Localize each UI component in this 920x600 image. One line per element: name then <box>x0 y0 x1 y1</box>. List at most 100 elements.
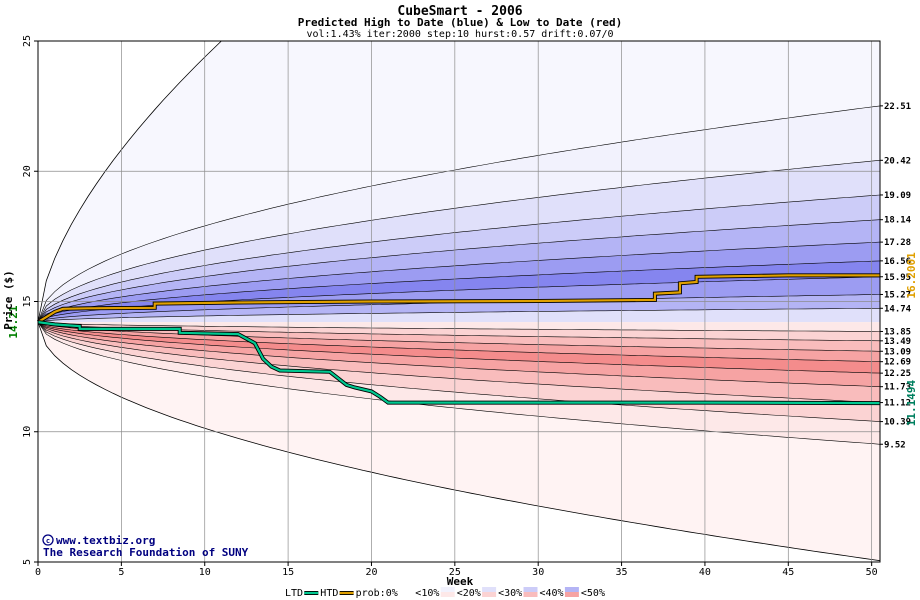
boundary-line-4 <box>38 219 880 323</box>
band-lower-8 <box>38 322 880 422</box>
y-tick-label: 15 <box>22 295 33 307</box>
legend-prob10-label: <10% <box>415 588 439 599</box>
band-upper-outer <box>38 41 880 323</box>
boundary-line-3 <box>38 194 880 323</box>
level-label: 11.12 <box>884 399 911 409</box>
x-tick-label: 10 <box>199 567 211 578</box>
band-lower-outer <box>38 322 880 561</box>
boundary-line-13 <box>38 321 880 362</box>
boundary-line-6 <box>38 260 880 323</box>
y-axis-label: Price ($) <box>2 270 15 330</box>
level-label: 17.28 <box>884 238 911 248</box>
chart-params: vol:1.43% iter:2000 step:10 hurst:0.57 d… <box>306 29 613 40</box>
legend-prob20-swatch-lower <box>482 592 497 597</box>
ltd-end-label: 11.1494 <box>905 380 918 427</box>
ltd-series-line <box>37 321 881 405</box>
chart-subtitle: Predicted High to Date (blue) & Low to D… <box>298 16 623 29</box>
legend-prob40-swatch-lower <box>564 592 579 597</box>
y-tick-label: 5 <box>22 559 33 565</box>
level-label: 15.95 <box>884 273 911 283</box>
level-label: 12.25 <box>884 369 911 379</box>
envelope-lower-line <box>38 321 880 562</box>
boundary-line-2 <box>38 160 880 323</box>
band-lower-9 <box>38 322 880 445</box>
level-label: 16.56 <box>884 257 911 267</box>
band-upper-9 <box>38 308 880 323</box>
band-lower-6 <box>38 322 880 387</box>
credit-url[interactable]: www.textbiz.org <box>56 534 155 547</box>
series-layer <box>36 273 881 406</box>
level-label: 15.27 <box>884 290 911 300</box>
legend-prob0-label: prob:0% <box>356 588 398 599</box>
y-tick-label: 25 <box>22 35 33 47</box>
level-label: 11.73 <box>884 383 911 393</box>
credit-block: c www.textbiz.org The Research Foundatio… <box>42 534 249 559</box>
x-tick-label: 50 <box>866 567 878 578</box>
level-label: 14.74 <box>884 304 912 314</box>
legend-ltd-label: LTD <box>285 588 303 599</box>
x-tick-label: 25 <box>449 567 461 578</box>
axes: 0 5 10 15 20 25 30 35 40 45 5051015202514.2122.512… <box>7 35 918 578</box>
copyright-glyph: c <box>46 537 50 545</box>
credit-org: The Research Foundation of SUNY <box>43 546 249 559</box>
legend-prob20-label: <20% <box>457 588 481 599</box>
boundary-line-1 <box>38 105 880 323</box>
boundary-line-9 <box>38 307 880 323</box>
level-label: 9.52 <box>884 440 906 450</box>
legend-prob40-label: <40% <box>540 588 564 599</box>
band-lower-7 <box>38 322 880 403</box>
level-label: 13.49 <box>884 337 911 347</box>
legend-htd-label: HTD <box>320 588 338 599</box>
level-label: 10.39 <box>884 418 911 428</box>
legend-prob20-swatch-upper <box>482 587 497 592</box>
level-label: 13.09 <box>884 347 911 357</box>
start-price-label: 14.21 <box>7 305 20 338</box>
x-tick-label: 15 <box>282 567 294 578</box>
y-tick-label: 10 <box>22 426 33 438</box>
x-tick-label: 20 <box>365 567 377 578</box>
x-tick-label: 40 <box>699 567 711 578</box>
level-label: 19.09 <box>884 191 911 201</box>
band-lower-1 <box>38 322 880 332</box>
boundary-line-15 <box>38 321 880 387</box>
band-upper-5 <box>38 242 880 323</box>
boundary-line-10 <box>38 321 880 332</box>
y-tick-label: 20 <box>22 165 33 177</box>
x-tick-label: 45 <box>782 567 794 578</box>
legend-prob40-swatch-upper <box>564 587 579 592</box>
level-label: 12.69 <box>884 358 911 368</box>
band-upper-1 <box>38 105 880 323</box>
level-label: 22.51 <box>884 102 911 112</box>
boundary-line-14 <box>38 321 880 374</box>
legend-prob0-swatch-lower <box>399 592 414 597</box>
copyright-icon <box>42 534 54 546</box>
probability-bands <box>38 41 880 562</box>
legend-prob50-label: <50% <box>581 588 605 599</box>
band-upper-6 <box>38 260 880 323</box>
x-tick-label: 30 <box>532 567 544 578</box>
chart-title: CubeSmart - 2006 <box>397 4 522 19</box>
boundary-line-16 <box>38 321 880 403</box>
band-upper-3 <box>38 195 880 323</box>
band-lower-3 <box>38 322 880 352</box>
band-upper-4 <box>38 219 880 323</box>
x-tick-label: 5 <box>118 567 124 578</box>
x-tick-label: 0 <box>35 567 41 578</box>
legend-prob10-swatch-upper <box>440 587 455 592</box>
boundary-line-18 <box>38 321 880 445</box>
band-upper-2 <box>38 160 880 323</box>
band-lower-5 <box>38 322 880 374</box>
legend-prob10-swatch-lower <box>440 592 455 597</box>
x-tick-label: 35 <box>616 567 628 578</box>
boundary-line-5 <box>38 241 880 323</box>
boundary-line-17 <box>38 321 880 422</box>
band-lower-4 <box>38 322 880 362</box>
legend-prob30-label: <30% <box>498 588 522 599</box>
htd-series-line <box>37 274 880 324</box>
x-axis-label: Week <box>447 575 474 588</box>
envelope-upper-line <box>38 41 222 323</box>
level-label: 20.42 <box>884 156 911 166</box>
legend-prob30-swatch-upper <box>523 587 538 592</box>
